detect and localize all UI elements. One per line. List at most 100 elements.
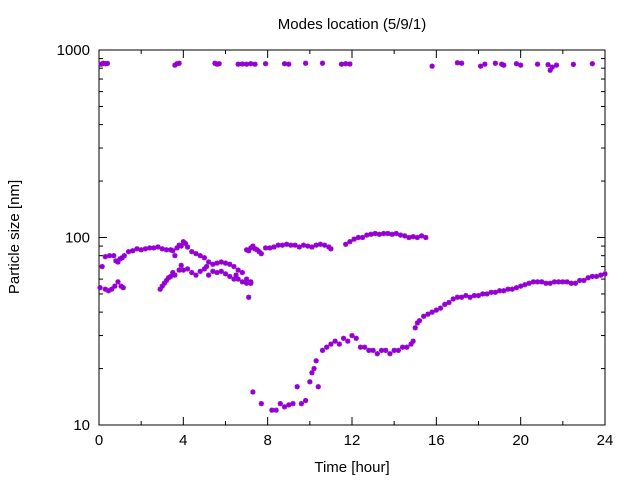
- data-point: [155, 244, 161, 250]
- data-point: [97, 285, 103, 291]
- data-point: [319, 60, 326, 66]
- data-point: [433, 307, 439, 313]
- data-point: [410, 234, 416, 240]
- data-point: [343, 241, 349, 247]
- data-point: [227, 261, 233, 267]
- data-point: [182, 240, 189, 247]
- data-point: [111, 253, 117, 259]
- data-point: [478, 63, 484, 69]
- data-point: [273, 407, 279, 413]
- data-point: [513, 61, 520, 67]
- data-point: [193, 272, 199, 278]
- data-point: [178, 262, 184, 268]
- data-point: [189, 269, 195, 276]
- data-point: [547, 280, 553, 286]
- data-point: [292, 242, 298, 248]
- data-point: [243, 61, 250, 67]
- data-point: [130, 248, 136, 254]
- data-point: [142, 246, 148, 252]
- data-point: [203, 263, 210, 270]
- data-point: [102, 254, 108, 260]
- data-point: [206, 259, 212, 265]
- data-point: [374, 351, 380, 357]
- data-point: [290, 401, 296, 407]
- data-point: [513, 285, 520, 291]
- data-point: [585, 275, 591, 281]
- data-point: [387, 351, 393, 357]
- data-point: [298, 401, 304, 407]
- data-point: [227, 273, 233, 280]
- data-point: [286, 61, 292, 67]
- data-point: [159, 246, 165, 252]
- data-point: [303, 60, 309, 66]
- y-tick-label: 100: [65, 230, 90, 247]
- data-point: [376, 231, 383, 237]
- data-point: [459, 60, 465, 66]
- data-point: [395, 347, 401, 353]
- data-point: [564, 279, 570, 285]
- data-point: [214, 269, 220, 276]
- data-point: [410, 338, 416, 344]
- data-point: [178, 243, 184, 249]
- data-point: [406, 234, 412, 241]
- data-point: [534, 279, 541, 285]
- data-point: [450, 296, 456, 302]
- data-point: [239, 279, 245, 285]
- data-point: [281, 61, 288, 67]
- axis-ticks: 0 4 8 12 16 20 24 10 100 1000: [57, 42, 614, 449]
- data-point: [351, 236, 357, 242]
- data-point: [286, 402, 292, 408]
- data-point: [570, 61, 576, 67]
- data-point: [210, 268, 216, 274]
- data-point: [104, 60, 111, 67]
- data-point: [501, 62, 507, 68]
- data-point: [235, 267, 241, 273]
- data-point: [482, 61, 488, 67]
- data-point: [239, 269, 245, 276]
- x-tick-label: 20: [512, 432, 529, 449]
- data-point: [184, 244, 191, 250]
- data-point: [189, 249, 195, 255]
- data-point: [218, 268, 224, 274]
- x-tick-label: 8: [263, 432, 271, 449]
- data-point: [332, 338, 338, 344]
- data-point: [349, 332, 355, 339]
- data-point: [509, 286, 515, 292]
- data-point: [222, 271, 229, 277]
- data-point: [277, 401, 283, 407]
- data-point: [311, 365, 317, 372]
- data-point: [271, 244, 277, 250]
- data-point: [134, 246, 140, 252]
- data-point: [309, 244, 315, 250]
- data-point: [319, 347, 326, 353]
- data-point: [343, 61, 349, 67]
- x-tick-label: 0: [95, 432, 103, 449]
- data-point: [421, 313, 427, 319]
- data-point: [518, 62, 524, 68]
- data-point: [328, 341, 334, 347]
- data-point: [416, 318, 423, 324]
- data-point: [359, 234, 366, 241]
- data-point: [522, 282, 528, 288]
- data-point: [581, 277, 587, 284]
- data-point: [459, 294, 465, 300]
- data-point: [197, 268, 203, 274]
- data-point: [176, 60, 182, 66]
- data-point: [109, 286, 115, 292]
- data-point: [235, 276, 241, 282]
- data-point: [231, 263, 237, 270]
- data-point: [353, 335, 359, 341]
- data-point: [370, 347, 376, 353]
- data-point: [275, 242, 281, 248]
- data-point: [216, 61, 222, 67]
- data-point: [593, 273, 600, 280]
- data-point: [492, 60, 498, 66]
- data-point: [549, 64, 555, 70]
- data-point: [206, 272, 212, 278]
- data-point: [321, 242, 328, 248]
- data-point: [539, 279, 545, 285]
- data-points: [97, 60, 608, 413]
- data-point: [313, 242, 319, 248]
- data-point: [336, 341, 342, 347]
